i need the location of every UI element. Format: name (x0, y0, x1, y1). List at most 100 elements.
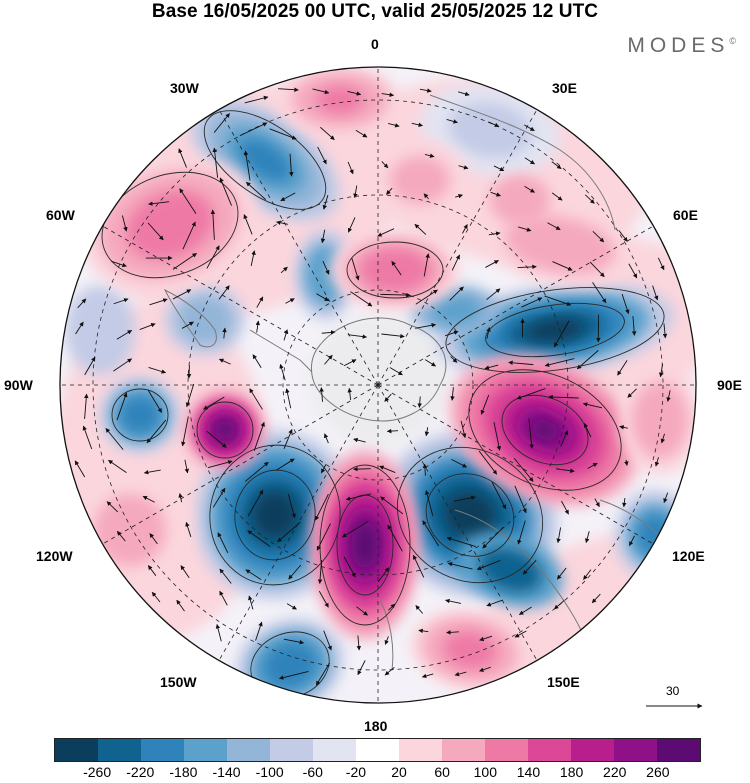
wind-arrow (355, 129, 368, 138)
colorbar-bin (227, 739, 270, 761)
wind-arrow (312, 88, 330, 95)
wind-arrow (322, 260, 330, 275)
wind-arrow (560, 430, 569, 447)
wind-arrow (522, 559, 537, 575)
wind-arrow (222, 327, 227, 339)
contour-line (196, 401, 254, 459)
colorbar-bin (571, 739, 614, 761)
brand-logo: MODES© (627, 34, 736, 57)
wind-arrow (147, 565, 157, 576)
wind-arrow (318, 590, 329, 608)
wind-arrow (478, 450, 498, 475)
wind-arrow (283, 329, 289, 341)
wind-arrow (350, 291, 373, 307)
wind-arrow (320, 126, 335, 141)
wind-arrow (419, 88, 432, 93)
wind-arrow (460, 420, 467, 439)
wind-arrow (518, 606, 532, 616)
wind-arrow (589, 261, 605, 278)
anomaly-blob (390, 156, 450, 204)
wind-arrow (255, 320, 260, 333)
wind-arrow (243, 150, 251, 181)
wind-arrow (285, 388, 292, 409)
wind-arrow (415, 323, 437, 329)
wind-arrow (343, 359, 357, 367)
wind-arrow (514, 485, 527, 514)
land-outlines (163, 94, 681, 671)
wind-arrow (316, 293, 330, 302)
colorbar-tick-label: 100 (473, 764, 498, 780)
wind-arrow (289, 153, 294, 177)
anomaly-blob (490, 175, 550, 225)
wind-arrow (84, 393, 89, 419)
wind-arrow (279, 363, 286, 381)
wind-arrow (621, 293, 630, 315)
wind-arrow (421, 673, 434, 679)
wind-arrow (518, 226, 532, 232)
wind-arrow (323, 630, 332, 651)
colorbar-bin (98, 739, 141, 761)
lon-label-0: 0 (371, 36, 379, 52)
wind-arrow (652, 285, 659, 301)
wind-arrow (417, 396, 422, 408)
wind-arrow (278, 87, 299, 92)
wind-arrow (172, 289, 192, 300)
reference-vector-arrow (646, 703, 703, 709)
wind-arrow (386, 428, 399, 434)
contour-line (425, 473, 515, 557)
wind-arrow (380, 496, 404, 515)
wind-arrow (524, 185, 535, 193)
colorbar-tick-label: 220 (603, 764, 627, 780)
colorbar-bin (614, 739, 657, 761)
anomaly-blob (531, 419, 559, 441)
colorbar-tick-label: -60 (302, 764, 323, 780)
colorbar-bin (528, 739, 571, 761)
wind-arrow (217, 532, 229, 554)
wind-arrow (592, 282, 607, 304)
wind-arrow (479, 635, 493, 642)
wind-arrow (424, 359, 437, 367)
wind-arrow (316, 523, 331, 551)
wind-arrow (82, 425, 93, 450)
colorbar-tick-label: -140 (212, 764, 241, 780)
wind-arrow (445, 598, 462, 604)
wind-arrow (446, 119, 458, 124)
wind-arrow (377, 228, 395, 237)
wind-arrow (148, 366, 167, 374)
wind-arrow (587, 462, 598, 469)
colorbar-bin (485, 739, 528, 761)
lon-label-150w: 150W (160, 674, 197, 690)
colorbar-bin (356, 739, 399, 761)
lon-label-180: 180 (364, 718, 388, 734)
wind-arrow (314, 493, 329, 521)
wind-arrow (446, 536, 476, 547)
contour-line (111, 388, 169, 442)
wind-arrow (660, 433, 665, 444)
wind-arrow (212, 487, 226, 508)
lon-label-90e: 90E (717, 377, 742, 393)
latitude-circle (282, 289, 474, 481)
wind-arrow (347, 161, 354, 175)
wind-arrow (482, 526, 504, 549)
latitude-circle (187, 194, 569, 576)
wind-arrow (384, 636, 389, 645)
wind-arrow (544, 295, 572, 306)
wind-arrow (381, 161, 389, 169)
wind-arrow (455, 194, 463, 199)
wind-arrow (592, 230, 605, 243)
wind-arrow (552, 261, 573, 271)
wind-arrow (386, 187, 393, 195)
anomaly-blob (94, 494, 166, 566)
wind-arrow (320, 464, 327, 474)
wind-arrow (622, 498, 627, 508)
wind-arrow (553, 320, 570, 348)
wind-arrow (415, 605, 424, 614)
wind-arrow (185, 521, 192, 538)
wind-arrow (215, 623, 222, 642)
wind-arrow (186, 365, 192, 379)
colorbar-bin (313, 739, 356, 761)
wind-arrow (450, 356, 458, 363)
wind-arrow (347, 90, 362, 96)
anomaly-blob (448, 102, 532, 158)
